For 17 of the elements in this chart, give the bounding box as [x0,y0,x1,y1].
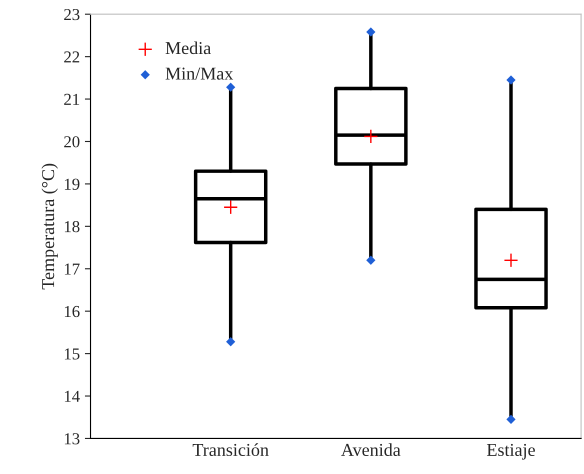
x-tick-label: Estiaje [486,444,535,460]
y-tick-label: 16 [64,306,80,318]
y-axis-title: Temperatura (°C) [42,164,58,290]
y-tick-label: 13 [64,433,80,444]
y-tick-label: 17 [64,264,80,275]
legend-label: Min/Max [166,68,234,80]
y-tick-label: 19 [64,178,80,190]
y-tick-label: 15 [64,348,80,360]
y-tick-label: 20 [64,136,80,148]
y-tick-label: 21 [64,94,80,105]
y-tick-label: 22 [64,51,80,62]
y-tick-label: 23 [64,8,80,20]
legend-label: Media [166,41,211,54]
x-tick-label: Avenida [341,443,401,456]
y-tick-label: 14 [64,390,80,402]
x-tick-label: Transición [192,443,269,456]
y-tick-label: 18 [64,221,80,232]
